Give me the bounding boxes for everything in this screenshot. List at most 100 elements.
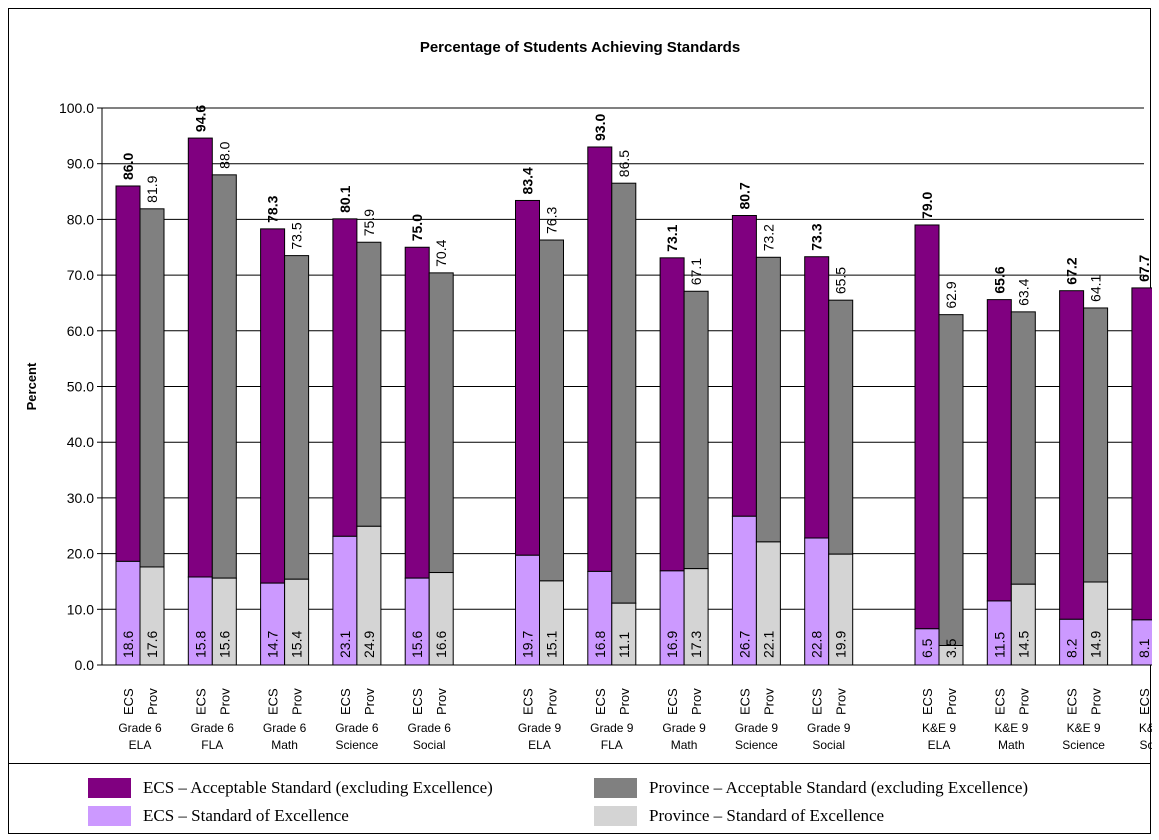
ecs-bar-tick-label: ECS xyxy=(810,688,825,715)
ecs-total-label: 73.1 xyxy=(664,224,680,251)
ecs-excellence-label: 26.7 xyxy=(736,631,752,658)
ecs-bar-tick-label: ECS xyxy=(193,688,208,715)
ecs-acceptable-bar xyxy=(260,228,286,584)
group-label-line1: K&E 9 xyxy=(994,721,1028,735)
prov-bar-tick-label: Prov xyxy=(761,688,776,715)
ecs-acceptable-bar xyxy=(986,299,1012,602)
ecs-total-label: 86.0 xyxy=(120,153,136,180)
prov-total-label: 62.9 xyxy=(943,281,959,308)
ecs-excellence-bar xyxy=(115,560,141,666)
prov-excellence-bar xyxy=(828,553,854,666)
group-label-line1: Grade 6 xyxy=(263,721,307,735)
y-tick-label: 30.0 xyxy=(67,490,94,506)
ecs-excellence-bar xyxy=(187,576,213,666)
ecs-excellence-label: 6.5 xyxy=(919,638,935,658)
legend-label-prov-acceptable: Province – Acceptable Standard (excludin… xyxy=(649,778,1029,797)
ecs-acceptable-bar xyxy=(914,224,940,630)
ecs-excellence-label: 15.6 xyxy=(409,631,425,658)
ecs-total-label: 80.1 xyxy=(337,185,353,212)
ecs-excellence-bar xyxy=(515,554,540,666)
prov-acceptable-bar xyxy=(139,208,165,568)
prov-total-label: 70.4 xyxy=(433,239,449,266)
prov-total-label: 76.3 xyxy=(544,207,560,234)
prov-bar-tick-label: Prov xyxy=(145,688,160,715)
prov-acceptable-bar xyxy=(683,290,709,570)
group-label-line1: Grade 9 xyxy=(590,721,634,735)
ecs-excellence-label: 8.1 xyxy=(1136,638,1152,658)
prov-total-label: 81.9 xyxy=(144,175,160,202)
y-tick-label: 70.0 xyxy=(67,267,94,283)
chart-frame: Percentage of Students Achieving Standar… xyxy=(8,8,1159,834)
prov-total-label: 88.0 xyxy=(216,141,232,168)
prov-excellence-label: 14.9 xyxy=(1088,631,1104,658)
prov-excellence-bar xyxy=(139,566,165,666)
group-label-line1: K&E 9 xyxy=(922,721,956,735)
prov-total-label: 63.4 xyxy=(1015,278,1031,305)
prov-excellence-bar xyxy=(356,525,382,666)
chart-svg: Percentage of Students Achieving Standar… xyxy=(24,39,1159,752)
ecs-acceptable-bar xyxy=(659,257,685,572)
legend-item-prov-acceptable: Province – Acceptable Standard (excludin… xyxy=(594,778,1028,798)
ecs-total-label: 78.3 xyxy=(265,195,281,222)
group-label-line1: Grade 6 xyxy=(408,721,452,735)
prov-excellence-label: 24.9 xyxy=(361,631,377,658)
ecs-total-label: 93.0 xyxy=(592,114,608,141)
ecs-excellence-label: 16.9 xyxy=(664,631,680,658)
ecs-total-label: 73.3 xyxy=(809,223,825,250)
prov-bar-tick-label: Prov xyxy=(1016,688,1031,715)
ecs-excellence-bar xyxy=(260,582,286,666)
ecs-excellence-label: 11.5 xyxy=(991,632,1007,658)
ecs-excellence-bar xyxy=(587,570,613,666)
y-tick-label: 80.0 xyxy=(67,211,94,227)
ecs-acceptable-bar xyxy=(587,146,613,572)
legend-label-prov-excellence: Province – Standard of Excellence xyxy=(649,806,885,825)
ecs-bar-tick-label: ECS xyxy=(521,688,536,715)
prov-excellence-label: 17.3 xyxy=(688,631,704,658)
prov-excellence-bar xyxy=(611,602,637,666)
prov-excellence-label: 16.6 xyxy=(433,631,449,658)
group-label-line2: Science xyxy=(1062,738,1105,752)
group-label-line1: Grade 6 xyxy=(191,721,235,735)
ecs-acceptable-bar xyxy=(187,137,213,578)
prov-excellence-bar xyxy=(755,541,781,666)
ecs-acceptable-bar xyxy=(1059,290,1085,620)
group-label-line2: Math xyxy=(998,738,1025,752)
prov-excellence-bar xyxy=(1010,583,1036,666)
ecs-excellence-label: 14.7 xyxy=(265,631,281,658)
y-tick-label: 0.0 xyxy=(75,657,95,673)
ecs-bar-tick-label: ECS xyxy=(665,688,680,715)
group-label-line2: Social xyxy=(812,738,845,752)
legend-swatch-prov-acceptable xyxy=(594,778,637,798)
group-label-line2: FLA xyxy=(601,738,623,752)
ecs-bar-tick-label: ECS xyxy=(1137,688,1152,715)
legend-label-ecs-excellence: ECS – Standard of Excellence xyxy=(143,806,349,825)
prov-acceptable-bar xyxy=(428,272,454,574)
prov-acceptable-bar xyxy=(828,299,854,555)
prov-excellence-label: 15.4 xyxy=(289,631,305,658)
prov-excellence-bar xyxy=(1083,581,1109,666)
prov-acceptable-bar xyxy=(755,256,781,543)
ecs-acceptable-bar xyxy=(332,218,358,537)
prov-excellence-label: 14.5 xyxy=(1015,631,1031,658)
ecs-acceptable-bar xyxy=(115,185,141,562)
y-tick-label: 90.0 xyxy=(67,156,94,172)
prov-excellence-label: 3.5 xyxy=(943,638,959,658)
ecs-excellence-label: 23.1 xyxy=(337,631,353,658)
ecs-bar-tick-label: ECS xyxy=(121,688,136,715)
prov-excellence-bar xyxy=(211,577,237,666)
group-label-line1: Grade 6 xyxy=(335,721,379,735)
prov-excellence-label: 17.6 xyxy=(144,631,160,658)
y-axis-label: Percent xyxy=(24,362,39,410)
prov-acceptable-bar xyxy=(539,239,564,582)
ecs-bar-tick-label: ECS xyxy=(920,688,935,715)
group-label-line1: Grade 9 xyxy=(807,721,851,735)
ecs-excellence-label: 19.7 xyxy=(520,631,536,658)
prov-excellence-bar xyxy=(938,645,964,666)
prov-total-label: 86.5 xyxy=(616,150,632,177)
ecs-excellence-label: 18.6 xyxy=(120,631,136,658)
prov-excellence-label: 19.9 xyxy=(833,631,849,658)
ecs-excellence-bar xyxy=(914,628,940,666)
prov-bar-tick-label: Prov xyxy=(362,688,377,715)
ecs-acceptable-bar xyxy=(404,246,430,579)
y-tick-label: 100.0 xyxy=(59,100,94,116)
